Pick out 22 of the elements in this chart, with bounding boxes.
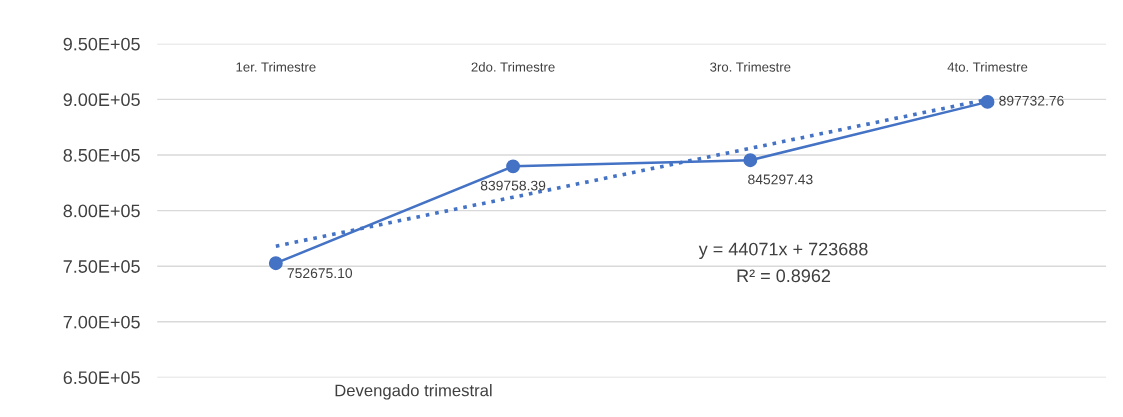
y-tick-label: 9.50E+05 bbox=[63, 37, 140, 51]
data-label: 839758.39 bbox=[480, 180, 546, 191]
x-axis-title: Devengado trimestral bbox=[335, 384, 492, 400]
point bbox=[506, 159, 521, 174]
y-tick-label: 8.00E+05 bbox=[63, 204, 140, 218]
x-tick-label: 2do. Trimestre bbox=[471, 62, 555, 72]
point bbox=[268, 256, 283, 271]
point bbox=[743, 153, 758, 168]
data-label: 752675.10 bbox=[287, 268, 353, 279]
x-tick-label: 3ro. Trimestre bbox=[710, 62, 791, 72]
y-tick-label: 8.50E+05 bbox=[63, 148, 140, 162]
annotation: y = 44071x + 723688 bbox=[698, 242, 868, 260]
data-label: 897732.76 bbox=[999, 95, 1064, 106]
y-tick-label: 7.00E+05 bbox=[63, 315, 140, 329]
y-tick-label: 7.50E+05 bbox=[63, 260, 140, 273]
annotation: R² = 0.8962 bbox=[737, 269, 831, 283]
y-tick-label: 9.00E+05 bbox=[63, 93, 140, 107]
data-label: 845297.43 bbox=[748, 174, 813, 185]
point bbox=[980, 94, 995, 109]
x-tick-label: 1er. Trimestre bbox=[236, 62, 316, 72]
x-tick-label: 4to. Trimestre bbox=[947, 62, 1028, 72]
y-tick-label: 6.50E+05 bbox=[63, 371, 140, 385]
